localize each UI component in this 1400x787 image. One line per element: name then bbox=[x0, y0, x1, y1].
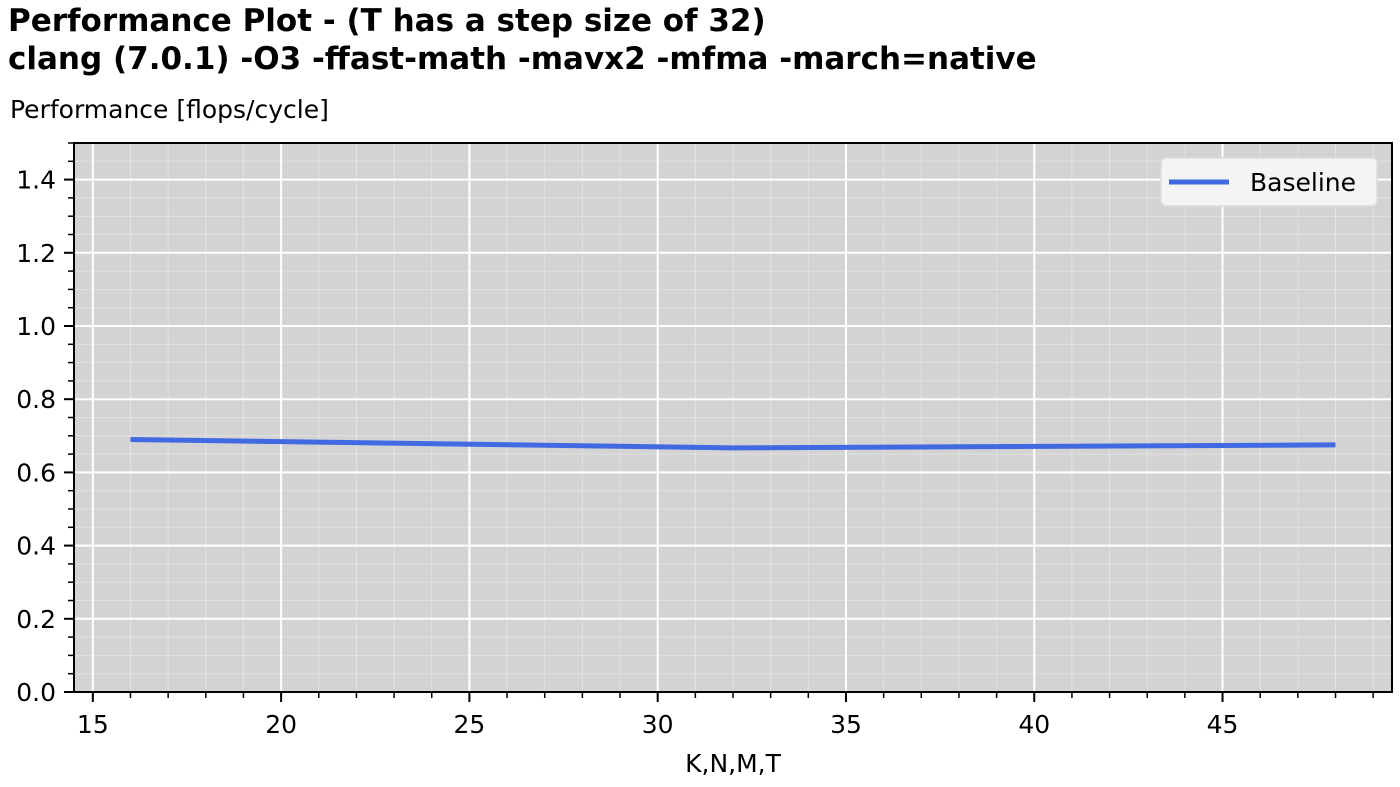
y-tick-label: 0.4 bbox=[16, 532, 56, 561]
major-grid bbox=[74, 143, 1392, 693]
series-layer bbox=[130, 437, 1336, 451]
legend: Baseline bbox=[1160, 157, 1378, 207]
y-tick-label: 0.6 bbox=[16, 458, 56, 487]
y-tick-label: 1.4 bbox=[16, 166, 56, 195]
y-axis-label: Performance [flops/cycle] bbox=[10, 95, 329, 124]
x-tick-label: 40 bbox=[1018, 710, 1050, 739]
axis-ticks: 15 20 25 30 35 40 45 0.0 0.2 0.4 0.6 0.8 1.0 1.2 1.4 bbox=[16, 142, 1374, 739]
series-line-baseline bbox=[130, 437, 1336, 451]
y-tick-label: 0.8 bbox=[16, 385, 56, 414]
y-tick-label: 0.0 bbox=[16, 678, 56, 707]
x-tick-label: 25 bbox=[453, 710, 485, 739]
x-tick-label: 20 bbox=[265, 710, 297, 739]
chart-title-line-2: clang (7.0.1) -O3 -ffast-math -mavx2 -mf… bbox=[8, 41, 1037, 77]
legend-box bbox=[1160, 157, 1378, 207]
legend-label: Baseline bbox=[1250, 168, 1356, 197]
x-tick-label: 30 bbox=[642, 710, 674, 739]
plot-area bbox=[74, 143, 1392, 692]
y-tick-label: 1.2 bbox=[16, 239, 56, 268]
y-tick-label: 0.2 bbox=[16, 605, 56, 634]
x-tick-label: 15 bbox=[77, 710, 109, 739]
x-tick-label: 45 bbox=[1207, 710, 1239, 739]
y-tick-label: 1.0 bbox=[16, 312, 56, 341]
x-tick-label: 35 bbox=[830, 710, 862, 739]
chart-title-line-1: Performance Plot - (T has a step size of… bbox=[8, 3, 766, 39]
x-axis-label: K,N,M,T bbox=[685, 749, 782, 778]
